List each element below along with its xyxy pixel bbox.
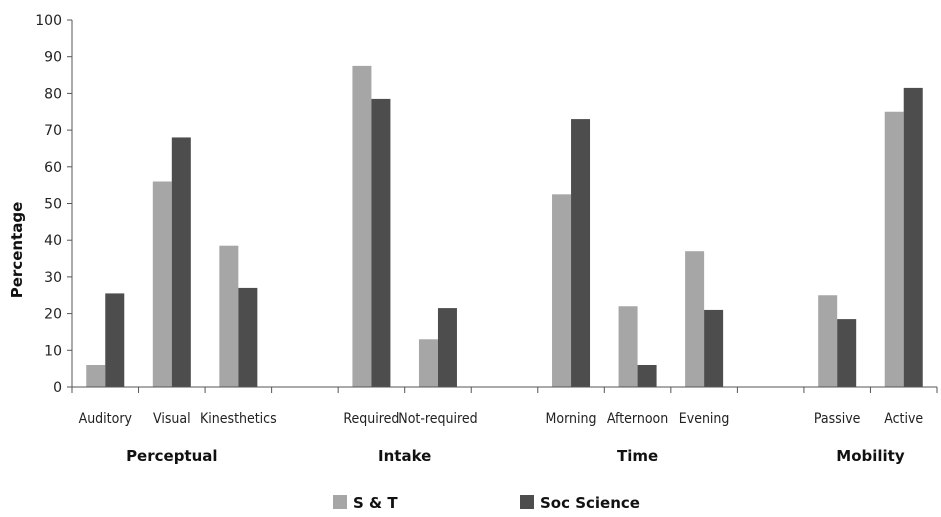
- x-category-label: Passive: [814, 411, 861, 427]
- bar-soc-science-kinesthetics: [238, 287, 258, 387]
- bar-s-t-evening: [685, 251, 705, 387]
- x-category-label: Morning: [546, 411, 597, 427]
- legend: S & T Soc Science: [333, 494, 640, 512]
- y-tick-label: 20: [44, 307, 62, 323]
- bars: [86, 65, 923, 388]
- bar-soc-science-auditory: [105, 293, 125, 387]
- x-category-label: Auditory: [79, 411, 133, 427]
- bar-s-t-morning: [552, 194, 572, 387]
- y-tick-label: 60: [44, 160, 62, 176]
- x-axis: Auditory Visual Kinesthetics RequiredNot-re…: [71, 386, 938, 465]
- bar-soc-science-evening: [704, 309, 724, 387]
- x-category-label: Required: [343, 411, 399, 427]
- y-axis: 0 10 20 30 40 50 60 70 80 90 100: [35, 13, 73, 396]
- bar-soc-science-afternoon: [637, 364, 657, 387]
- y-tick-label: 90: [44, 50, 62, 66]
- y-tick-label: 40: [44, 233, 62, 249]
- y-tick-label: 80: [44, 86, 62, 102]
- bar-soc-science-active: [903, 87, 923, 388]
- legend-swatch: [333, 495, 347, 509]
- x-group-label: Time: [617, 447, 658, 465]
- x-group-label: Mobility: [836, 447, 905, 465]
- legend-swatch: [520, 495, 534, 509]
- bar-s-t-passive: [818, 295, 838, 387]
- x-category-label: Not-required: [398, 411, 477, 427]
- bar-s-t-active: [884, 111, 904, 387]
- y-tick-label: 70: [44, 123, 62, 139]
- bar-soc-science-passive: [837, 319, 857, 387]
- y-tick-label: 0: [53, 380, 62, 396]
- x-category-label: Afternoon: [607, 411, 668, 427]
- bar-s-t-auditory: [86, 364, 106, 387]
- bar-soc-science-not-required: [437, 308, 457, 387]
- x-category-label: Kinesthetics: [200, 411, 277, 427]
- x-group-label: Intake: [378, 447, 431, 465]
- bar-s-t-kinesthetics: [219, 245, 239, 387]
- x-category-label: Evening: [679, 411, 730, 427]
- legend-label: Soc Science: [540, 494, 640, 512]
- bar-soc-science-visual: [171, 137, 191, 387]
- y-tick-label: 50: [44, 197, 62, 213]
- bar-s-t-not-required: [418, 339, 438, 387]
- bar-s-t-required: [352, 65, 372, 387]
- y-tick-label: 100: [35, 13, 62, 29]
- y-tick-label: 30: [44, 270, 62, 286]
- bar-s-t-visual: [152, 181, 172, 387]
- x-category-label: Visual: [153, 411, 191, 427]
- bar-s-t-afternoon: [618, 306, 638, 387]
- y-axis-label: Percentage: [8, 202, 26, 299]
- legend-label: S & T: [353, 494, 398, 512]
- y-tick-label: 10: [44, 343, 62, 359]
- x-category-label: Active: [884, 411, 923, 427]
- bar-soc-science-required: [371, 98, 391, 387]
- bar-soc-science-morning: [571, 119, 591, 387]
- x-group-label: Perceptual: [126, 447, 217, 465]
